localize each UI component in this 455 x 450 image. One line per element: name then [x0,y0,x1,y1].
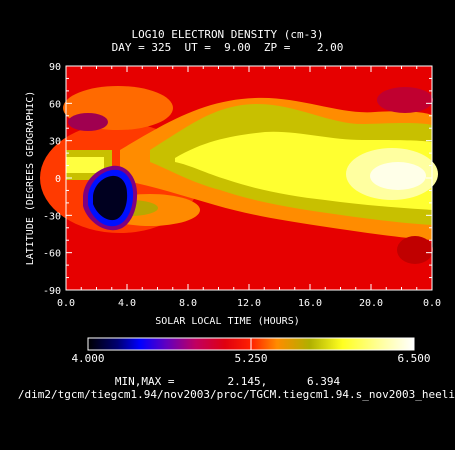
y-tick-label: 0 [55,174,61,185]
x-tick-label: 16.0 [298,298,322,309]
x-tick-label: 12.0 [237,298,261,309]
file-path: /dim2/tgcm/tiegcm1.94/nov2003/proc/TGCM.… [17,389,455,401]
x-tick-label: 0.0 [423,298,441,309]
y-tick-label: 30 [49,137,61,148]
colorbar-min-label: 4.000 [71,352,105,365]
density-peak-white [370,162,426,190]
chart-subtitle: DAY = 325 UT = 9.00 ZP = 2.00 [111,41,344,54]
y-tick-label: 60 [49,99,61,110]
y-tick-label: -30 [43,211,61,222]
x-tick-label: 8.0 [179,298,197,309]
x-tick-label: 4.0 [118,298,136,309]
density-minimum-core [93,175,128,221]
x-axis-label: SOLAR LOCAL TIME (HOURS) [155,316,300,327]
y-tick-label: -90 [43,286,61,297]
density-band-equator-west-inner [66,157,104,173]
density-polar-south-east [397,236,433,264]
x-tick-label: 0.0 [57,298,75,309]
density-polar-north-west [68,113,108,131]
y-axis-label: LATITUDE (DEGREES GEOGRAPHIC) [25,90,36,266]
density-polar-north-east [377,87,433,113]
min-max-readout: MIN,MAX = 2.145, 6.394 [114,375,341,388]
x-tick-label: 20.0 [359,298,383,309]
colorbar-max-label: 6.500 [397,352,431,365]
heatmap-field [40,66,438,290]
y-tick-label: -60 [43,249,61,260]
axis-tick-labels: 0.0 4.0 8.0 12.0 16.0 20.0 0.0 90 60 30 0 -30 -60 -90 [43,62,441,309]
colorbar-mid-label: 5.250 [234,352,268,365]
chart-title: LOG10 ELECTRON DENSITY (cm-3) [131,28,324,41]
y-tick-label: 90 [49,62,61,73]
axis-ticks [65,65,433,291]
